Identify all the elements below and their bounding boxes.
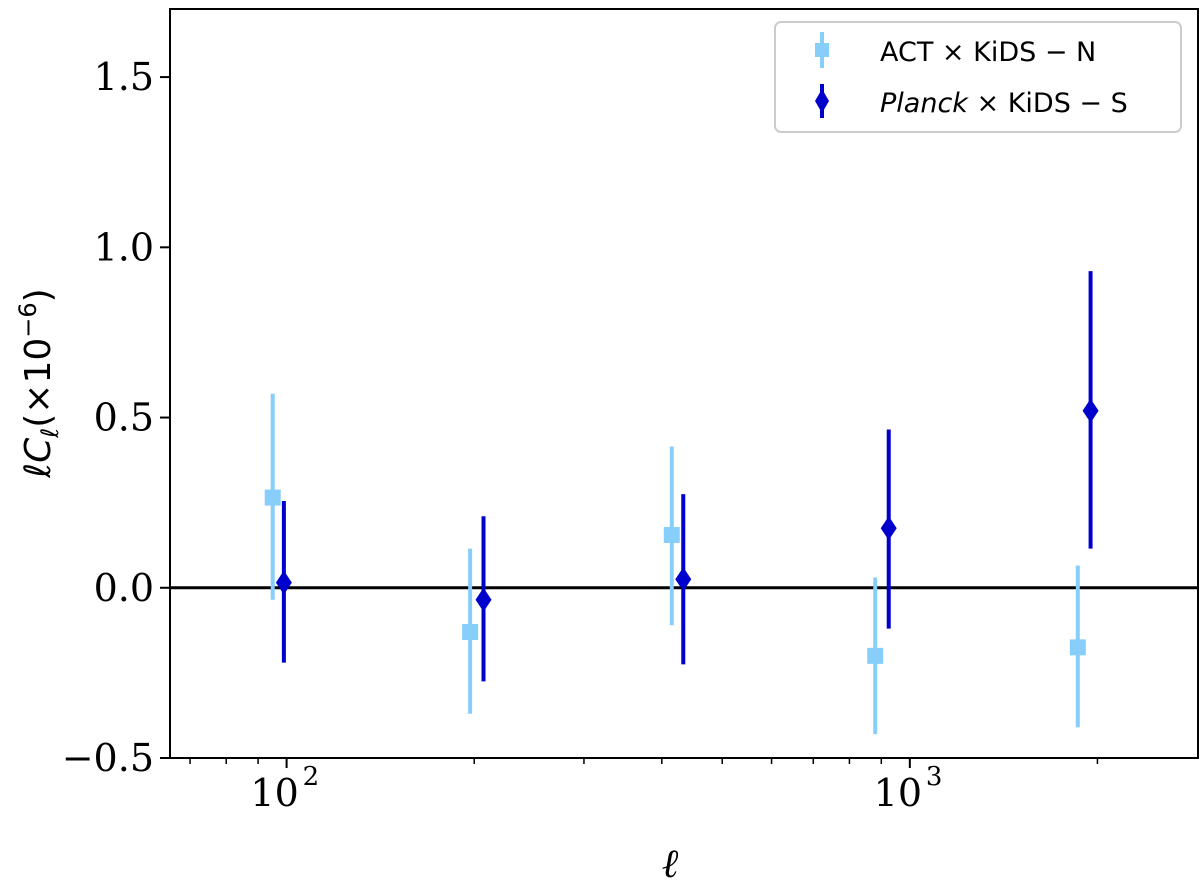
point-planck [275,570,292,595]
point-act [663,527,680,544]
y-tick-label: 0.0 [94,566,154,610]
legend-box [774,21,1182,133]
y-tick-label: 0.5 [94,396,154,440]
point-planck [675,567,692,592]
x-tick-label-exponent: 2 [303,762,320,792]
legend-planck-marker [815,89,829,113]
y-axis-label: ℓCℓ(×10−6) [14,288,64,478]
plot-frame [169,8,1199,759]
point-planck [880,516,897,541]
y-tick-label: 1.5 [94,55,154,99]
x-axis-label: ℓ [662,841,679,887]
point-planck [1082,398,1099,423]
legend-act-marker [815,43,829,57]
legend-entry-planck: Planck × KiDS − S [815,84,1128,119]
x-tick-label-exponent: 3 [926,762,943,792]
x-tick-label: 10 [874,771,922,815]
x-tick-label: 10 [250,771,298,815]
y-tick-label: −0.5 [62,736,154,780]
legend-planck-label: Planck × KiDS − S [880,88,1128,119]
point-planck [475,587,492,612]
point-act [867,647,884,664]
legend-act-label: ACT × KiDS − N [880,37,1096,68]
point-act [462,624,479,641]
point-act [1069,639,1086,656]
point-act [264,489,281,506]
y-tick-label: 1.0 [94,225,154,269]
legend-entry-act: ACT × KiDS − N [815,32,1096,68]
legend: ACT × KiDS − N Planck × KiDS − S [774,21,1182,133]
